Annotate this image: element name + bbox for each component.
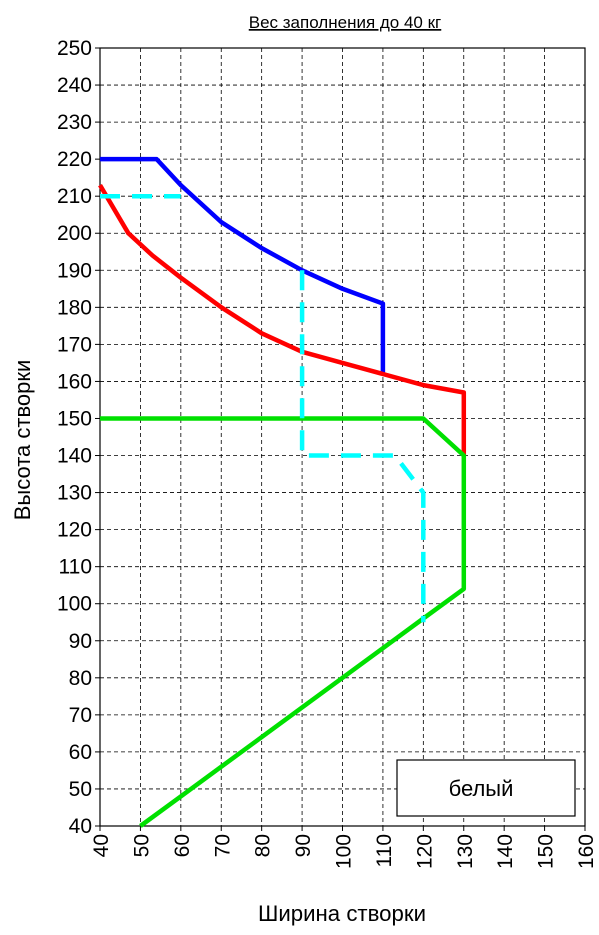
y-axis-label: Высота створки	[10, 360, 35, 521]
y-tick-label: 160	[57, 370, 92, 393]
y-tick-label: 220	[57, 148, 92, 171]
y-tick-label: 110	[59, 556, 92, 579]
y-tick-labels: 40 50 60 70 80 90 100 110 120 130 140 150 160 170 180 1…	[57, 37, 100, 838]
y-tick-label: 90	[69, 630, 92, 653]
series-line-3	[100, 416, 467, 828]
y-tick-label: 180	[57, 296, 92, 319]
y-tick-label: 100	[57, 593, 92, 616]
legend: белый	[396, 759, 576, 817]
y-tick-label: 60	[69, 741, 92, 764]
y-tick-label: 230	[57, 111, 92, 134]
x-tick-label: 140	[494, 834, 517, 869]
x-tick-label: 70	[211, 834, 234, 857]
y-tick-label: 80	[69, 667, 92, 690]
x-tick-label: 160	[575, 834, 598, 869]
series-line-5	[299, 270, 426, 623]
x-axis-label: Ширина створки	[258, 901, 426, 926]
y-tick-label: 50	[69, 778, 92, 801]
x-tick-label: 100	[333, 834, 356, 869]
x-tick-label: 110	[373, 834, 396, 867]
x-tick-label: 80	[252, 834, 275, 857]
x-tick-labels: 40 50 60 70 80 90 100 110 120 130 140 150 160	[90, 826, 598, 869]
x-tick-label: 50	[130, 834, 153, 857]
x-tick-label: 60	[171, 834, 194, 857]
y-tick-label: 40	[69, 815, 92, 838]
y-tick-label: 140	[57, 445, 92, 468]
grid	[100, 48, 585, 826]
y-tick-label: 70	[69, 704, 92, 727]
series-line-1	[100, 156, 386, 374]
y-tick-label: 130	[57, 482, 92, 505]
legend-label: белый	[449, 776, 514, 801]
y-tick-label: 120	[57, 519, 92, 542]
series-line-2	[98, 183, 467, 456]
y-tick-label: 190	[57, 259, 92, 282]
x-tick-label: 90	[292, 834, 315, 857]
x-tick-label: 120	[413, 834, 436, 869]
series-lines	[98, 156, 467, 828]
y-tick-label: 210	[57, 185, 92, 208]
y-tick-label: 170	[57, 333, 92, 356]
y-tick-label: 240	[57, 74, 92, 97]
x-tick-label: 150	[535, 834, 558, 869]
y-tick-label: 150	[57, 407, 92, 430]
x-tick-label: 130	[454, 834, 477, 869]
chart-title: Вес заполнения до 40 кг	[249, 13, 442, 32]
y-tick-label: 250	[57, 37, 92, 60]
legend-box	[396, 759, 576, 817]
y-tick-label: 200	[57, 222, 92, 245]
x-tick-label: 40	[90, 834, 113, 857]
